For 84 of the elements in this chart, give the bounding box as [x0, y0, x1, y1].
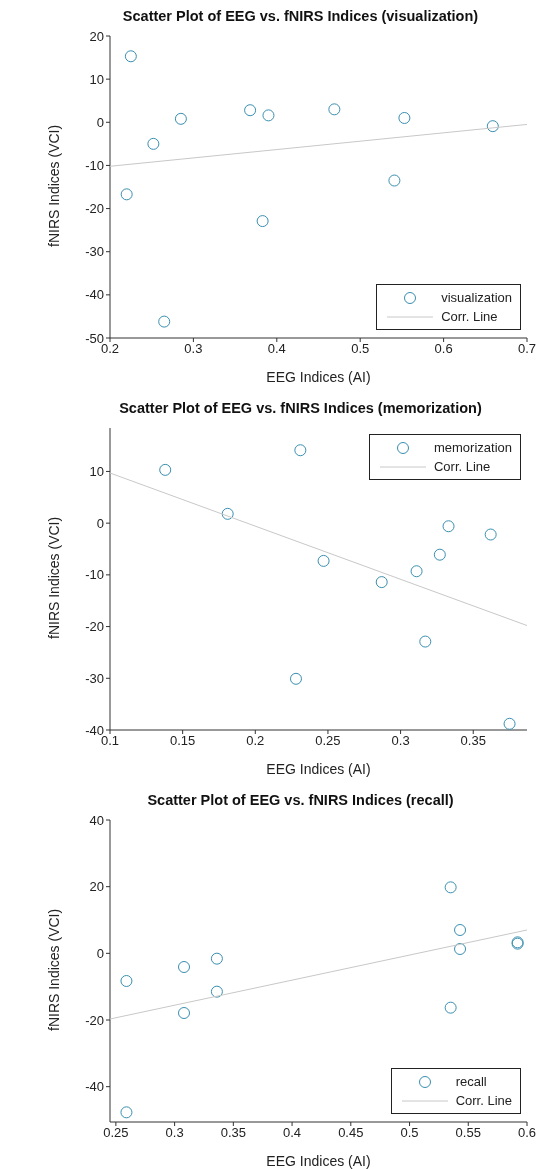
- y-tick-label: -20: [85, 619, 104, 635]
- point: [486, 120, 499, 133]
- y-tick-label: 20: [89, 879, 104, 895]
- point: [262, 109, 275, 122]
- legend-label: memorization: [433, 440, 512, 455]
- point: [444, 881, 457, 894]
- point: [317, 554, 330, 567]
- point: [221, 507, 234, 520]
- point: [158, 315, 171, 328]
- x-tick-label: 0.55: [455, 1125, 481, 1141]
- y-axis-title: fNIRS Indices (VCI): [45, 516, 62, 639]
- point: [210, 985, 223, 998]
- y-axis-title: fNIRS Indices (VCI): [45, 908, 62, 1031]
- point: [120, 975, 133, 987]
- point: [256, 215, 269, 228]
- x-axis-title: EEG Indices (AI): [266, 1153, 371, 1169]
- point: [433, 548, 446, 561]
- point: [328, 103, 341, 116]
- point: [210, 952, 223, 965]
- x-tick-label: 0.7: [517, 341, 537, 357]
- y-tick-label: -30: [85, 244, 104, 260]
- chart-title: Scatter Plot of EEG vs. fNIRS Indices (memorization): [118, 400, 483, 418]
- x-tick-label: 0.4: [283, 1125, 302, 1141]
- point: [398, 111, 411, 124]
- point: [120, 1106, 133, 1119]
- point: [454, 943, 467, 955]
- x-tick-label: 0.3: [184, 341, 203, 357]
- point: [174, 112, 187, 125]
- y-tick-label: -20: [85, 1012, 104, 1028]
- point: [124, 50, 137, 63]
- legend-label: Corr. Line: [441, 309, 498, 324]
- point: [419, 635, 432, 648]
- x-tick-label: 0.6: [434, 341, 453, 357]
- x-axis-title: EEG Indices (AI): [266, 369, 371, 385]
- point: [147, 137, 160, 150]
- point: [178, 961, 190, 973]
- y-tick-label: -10: [85, 158, 104, 174]
- chart-title: Scatter Plot of EEG vs. fNIRS Indices (visualization): [121, 8, 480, 26]
- y-tick-label: 0: [96, 515, 104, 531]
- x-tick-label: 0.25: [103, 1125, 129, 1141]
- x-axis-title: EEG Indices (AI): [266, 761, 371, 777]
- y-tick-label: 40: [89, 812, 104, 828]
- x-tick-label: 0.25: [315, 733, 341, 749]
- x-tick-label: 0.35: [220, 1125, 246, 1141]
- point: [375, 576, 388, 589]
- x-tick-label: 0.5: [351, 341, 370, 357]
- legend-label: Corr. Line: [455, 1093, 512, 1108]
- point: [503, 717, 516, 730]
- y-tick-label: -40: [85, 1079, 104, 1095]
- point: [294, 444, 307, 457]
- point: [442, 520, 455, 533]
- x-tick-label: 0.6: [517, 1125, 537, 1141]
- y-axis-title: fNIRS Indices (VCI): [45, 124, 62, 247]
- point: [178, 1007, 190, 1019]
- legend-label: visualization: [441, 290, 512, 305]
- y-tick-label: 20: [89, 28, 104, 44]
- point: [484, 528, 497, 541]
- point: [454, 924, 467, 936]
- legend-label: Corr. Line: [433, 459, 491, 474]
- y-tick-label: -40: [85, 287, 104, 303]
- x-tick-label: 0.3: [391, 733, 410, 749]
- chart-title: Scatter Plot of EEG vs. fNIRS Indices (recall): [146, 792, 455, 810]
- y-tick-label: 10: [89, 71, 104, 87]
- x-tick-label: 0.45: [338, 1125, 364, 1141]
- point: [410, 565, 423, 578]
- x-tick-label: 0.3: [165, 1125, 184, 1141]
- y-tick-label: -10: [85, 567, 104, 583]
- point: [159, 463, 172, 476]
- y-tick-label: -20: [85, 201, 104, 217]
- y-tick-label: 10: [89, 464, 104, 480]
- x-tick-label: 0.2: [246, 733, 265, 749]
- point: [444, 1001, 457, 1014]
- point: [289, 672, 302, 685]
- x-tick-label: 0.5: [400, 1125, 419, 1141]
- y-tick-label: -30: [85, 670, 104, 686]
- x-tick-label: 0.4: [267, 341, 286, 357]
- point: [388, 174, 401, 187]
- y-tick-label: 0: [96, 114, 104, 130]
- legend-label: recall: [455, 1074, 487, 1089]
- x-tick-label: 0.35: [460, 733, 486, 749]
- x-tick-label: 0.15: [169, 733, 196, 749]
- point: [244, 104, 257, 117]
- point: [120, 188, 133, 201]
- y-tick-label: 0: [96, 945, 104, 961]
